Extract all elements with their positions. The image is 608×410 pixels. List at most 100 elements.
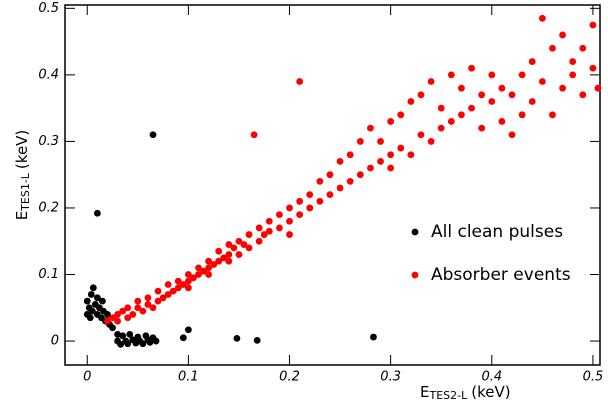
legend-label: All clean pulses — [431, 222, 563, 242]
point — [205, 264, 213, 272]
point — [468, 104, 475, 112]
point — [179, 334, 187, 342]
point — [154, 287, 162, 295]
point — [594, 84, 602, 92]
point — [114, 311, 121, 318]
point — [99, 297, 106, 305]
x-tick-label: 0 — [83, 370, 91, 385]
point — [538, 78, 546, 85]
y-axis-label: ETES1-L(keV) — [13, 130, 33, 221]
point — [276, 211, 283, 219]
point — [286, 204, 293, 212]
point — [589, 64, 597, 72]
point — [250, 131, 258, 139]
point — [447, 71, 455, 79]
point — [569, 58, 577, 65]
point — [488, 98, 496, 105]
point — [538, 14, 546, 22]
point — [174, 284, 182, 292]
point — [225, 241, 233, 248]
point — [126, 330, 134, 338]
point — [87, 291, 95, 298]
point — [179, 281, 187, 288]
point — [498, 84, 506, 92]
point — [427, 138, 435, 145]
point — [169, 287, 177, 295]
point — [159, 294, 167, 302]
point — [407, 98, 415, 105]
point — [104, 317, 111, 325]
point — [230, 244, 238, 252]
point — [437, 104, 445, 112]
point — [367, 164, 374, 172]
point — [579, 91, 587, 99]
point — [152, 337, 160, 345]
point — [498, 118, 506, 125]
point — [88, 307, 96, 315]
point — [235, 237, 243, 245]
point — [296, 211, 304, 219]
point — [245, 244, 253, 252]
point — [549, 44, 556, 52]
point — [417, 91, 425, 99]
point — [225, 251, 233, 258]
point — [346, 177, 354, 185]
point — [134, 297, 142, 305]
point — [154, 297, 162, 305]
point — [109, 314, 116, 322]
x-tick-label: 0.1 — [178, 370, 199, 385]
point — [255, 237, 263, 245]
point — [233, 334, 241, 342]
point — [265, 227, 273, 235]
point — [240, 241, 248, 248]
point — [184, 271, 192, 278]
y-tick-label: 0.4 — [38, 67, 59, 82]
point — [559, 84, 566, 92]
point — [478, 91, 486, 99]
point — [458, 111, 465, 119]
point — [164, 291, 172, 298]
x-tick-label: 0.4 — [481, 370, 502, 385]
point — [220, 254, 228, 262]
point — [508, 131, 516, 139]
point — [200, 267, 207, 275]
x-axis-label: ETES2-L (keV) — [420, 383, 511, 403]
point — [190, 274, 197, 282]
point — [306, 204, 314, 212]
plot-frame — [64, 4, 601, 366]
point — [417, 131, 425, 139]
point — [286, 231, 293, 238]
point — [139, 307, 147, 315]
point — [276, 224, 283, 232]
y-tick-label: 0.5 — [38, 1, 59, 16]
point — [296, 197, 304, 205]
point — [235, 251, 243, 258]
point — [528, 58, 536, 65]
point — [134, 304, 142, 312]
point — [195, 271, 202, 278]
point — [356, 171, 364, 179]
point — [326, 191, 334, 199]
point — [397, 111, 405, 119]
point — [124, 314, 132, 322]
y-tick-label: 0.1 — [38, 267, 59, 282]
point — [458, 84, 465, 92]
point — [377, 157, 384, 165]
point — [184, 277, 192, 285]
point — [149, 304, 157, 312]
point — [205, 271, 213, 278]
point — [508, 91, 516, 99]
point — [286, 217, 293, 225]
point — [89, 284, 97, 292]
point — [579, 44, 587, 52]
point — [488, 71, 496, 79]
x-tick-label: 0.2 — [279, 370, 300, 385]
point — [93, 294, 101, 302]
point — [253, 336, 261, 344]
point — [124, 340, 132, 348]
x-tick-label: 0.5 — [583, 370, 604, 385]
point — [296, 78, 304, 85]
point — [215, 247, 223, 255]
point — [387, 118, 395, 125]
point — [437, 124, 445, 132]
